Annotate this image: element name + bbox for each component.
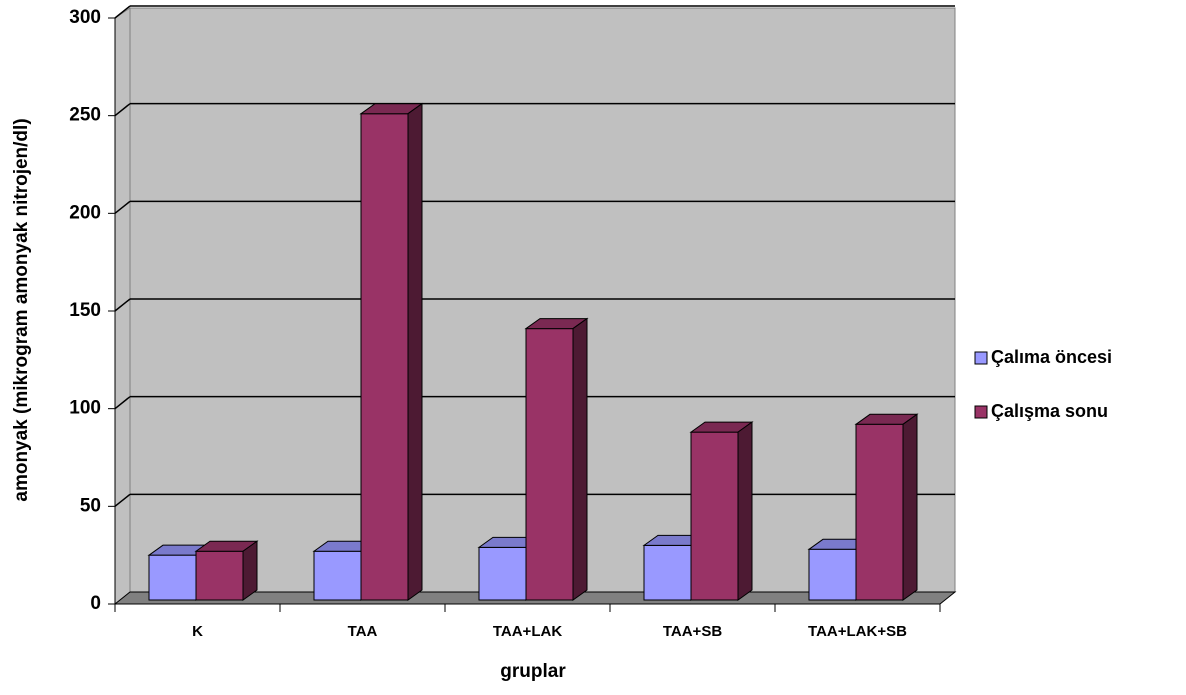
legend-label: Çalıma öncesi xyxy=(991,347,1112,367)
bar-front xyxy=(690,431,739,601)
y-tick-label: 50 xyxy=(80,495,101,516)
grid-line xyxy=(114,396,131,410)
bar xyxy=(194,540,259,601)
x-tick-label: TAA+LAK+SB xyxy=(808,623,907,640)
bar xyxy=(524,317,589,601)
bar-front xyxy=(195,550,244,601)
bar-front xyxy=(643,544,692,601)
bar-side xyxy=(407,102,423,601)
bar-front xyxy=(808,548,857,601)
x-tick-label: TAA+SB xyxy=(663,623,722,640)
legend-swatch xyxy=(974,351,988,365)
grid-line xyxy=(114,298,131,312)
bar-front xyxy=(313,550,362,601)
y-tick-label: 0 xyxy=(90,593,101,614)
bar-front xyxy=(855,423,904,601)
bar-side xyxy=(902,413,918,601)
x-tick-label: TAA+LAK xyxy=(493,623,562,640)
legend-swatch xyxy=(974,405,988,419)
grid-line xyxy=(114,493,131,507)
grid-line xyxy=(114,5,131,19)
y-tick-label: 150 xyxy=(69,300,101,321)
y-tick-label: 100 xyxy=(69,398,101,419)
bar-front xyxy=(148,554,197,601)
bar-side xyxy=(737,421,753,601)
bar-front xyxy=(525,328,574,601)
legend-label: Çalışma sonu xyxy=(991,401,1108,421)
x-axis-title: gruplar xyxy=(500,661,566,682)
bar xyxy=(689,421,754,601)
side-wall xyxy=(114,7,131,606)
grid-line xyxy=(114,200,131,214)
y-tick-label: 300 xyxy=(69,7,101,28)
y-axis-title: amonyak (mikrogram amonyak nitrojen/dl) xyxy=(11,118,32,501)
y-tick-label: 250 xyxy=(69,105,101,126)
bar-front xyxy=(478,546,527,601)
bar-front xyxy=(360,113,409,601)
bar xyxy=(359,102,424,601)
x-tick-label: K xyxy=(192,623,203,640)
x-tick-label: TAA xyxy=(348,623,378,640)
grid-line xyxy=(114,103,131,117)
bar-side xyxy=(242,540,258,601)
bar xyxy=(854,413,919,601)
y-tick-label: 200 xyxy=(69,202,101,223)
bar-side xyxy=(572,317,588,601)
